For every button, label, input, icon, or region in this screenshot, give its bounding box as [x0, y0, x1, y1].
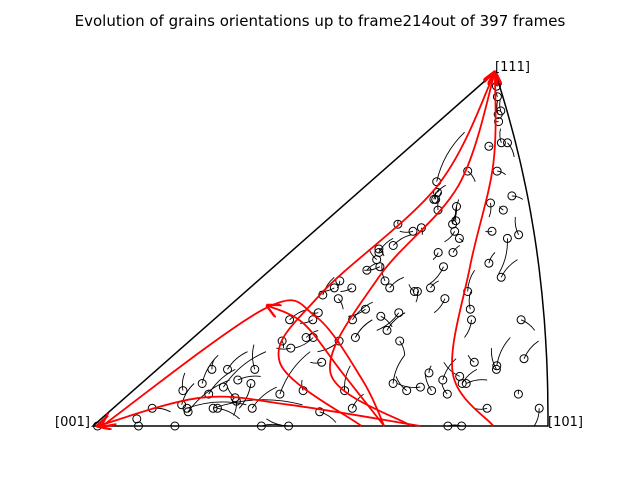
grain-trail-47: [521, 320, 535, 331]
grain-trail-94: [400, 231, 413, 232]
grain-trail-45: [524, 341, 539, 359]
grain-trail-34: [442, 384, 447, 395]
grain-trail-29: [393, 355, 405, 383]
grain-trail-74: [444, 231, 454, 242]
grain-trail-51: [512, 196, 523, 200]
corner-label-101: [101]: [548, 415, 583, 430]
grain-trail-26: [320, 412, 336, 423]
corner-label-111: [111]: [495, 60, 530, 75]
grain-trail-62: [485, 231, 492, 232]
chart-title: Evolution of grains orientations up to f…: [0, 12, 640, 30]
grain-trail-43: [497, 338, 511, 366]
grain-trail-87: [390, 277, 404, 288]
grain-trail-14: [223, 352, 266, 387]
grain-trail-53: [500, 129, 502, 143]
grain-trail-16: [182, 373, 184, 391]
grain-trail-118: [310, 362, 321, 363]
corner-label-001: [001]: [55, 415, 90, 430]
grain-trail-83: [400, 341, 405, 355]
grain-trail-10: [252, 387, 277, 408]
grain-trail-84: [416, 292, 418, 303]
grain-trail-9: [234, 401, 237, 415]
grain-trail-57: [500, 100, 501, 111]
triangle-boundary: [93, 72, 548, 426]
grain-trail-25: [302, 380, 303, 391]
red-curve-1: [330, 72, 495, 426]
triangle-outline: [93, 72, 548, 426]
grain-trail-109: [341, 288, 352, 292]
grain-trail-64: [489, 253, 495, 264]
grain-markers: [94, 82, 544, 430]
grain-marker-3: [133, 415, 141, 423]
grain-trail-113: [295, 338, 314, 349]
grain-trail-63: [489, 203, 491, 217]
grain-trail-99: [437, 132, 465, 182]
grain-trail-69: [434, 299, 445, 313]
red-curve-3: [102, 300, 384, 426]
grain-trail-49: [499, 238, 508, 273]
